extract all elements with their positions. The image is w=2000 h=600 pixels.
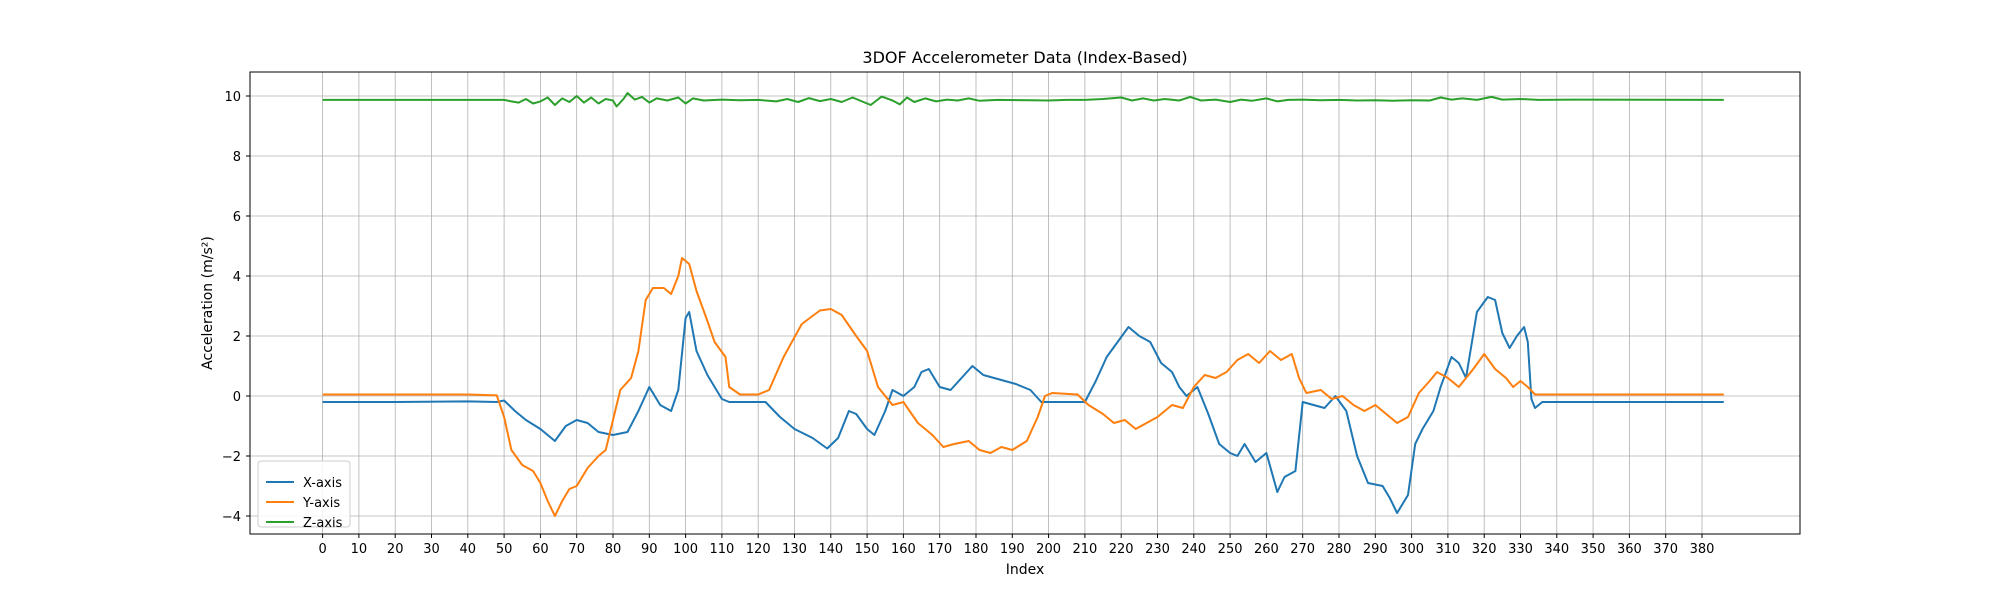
x-tick-label: 120 bbox=[746, 542, 771, 557]
x-tick-label: 220 bbox=[1109, 542, 1134, 557]
y-tick-label: 0 bbox=[233, 390, 241, 405]
x-tick-label: 70 bbox=[568, 542, 585, 557]
x-tick-label: 260 bbox=[1254, 542, 1279, 557]
x-tick-label: 320 bbox=[1472, 542, 1497, 557]
x-tick-label: 150 bbox=[855, 542, 880, 557]
x-tick-label: 270 bbox=[1290, 542, 1315, 557]
x-tick-label: 310 bbox=[1435, 542, 1460, 557]
x-axis-label: Index bbox=[1006, 562, 1045, 578]
x-tick-label: 130 bbox=[782, 542, 807, 557]
x-tick-label: 170 bbox=[927, 542, 952, 557]
legend-label: Z-axis bbox=[303, 516, 343, 531]
x-tick-label: 60 bbox=[532, 542, 549, 557]
legend-label: Y-axis bbox=[302, 496, 340, 511]
x-tick-label: 90 bbox=[641, 542, 658, 557]
x-tick-label: 380 bbox=[1690, 542, 1715, 557]
series-lines bbox=[322, 92, 1724, 517]
x-tick-label: 300 bbox=[1399, 542, 1424, 557]
y-axis-label: Acceleration (m/s²) bbox=[200, 236, 216, 370]
y-tick-label: 8 bbox=[233, 150, 241, 165]
y-axis-ticks: −4 −2 0 2 4 6 8 10 bbox=[222, 90, 250, 525]
x-tick-label: 160 bbox=[891, 542, 916, 557]
x-tick-label: 50 bbox=[496, 542, 513, 557]
x-tick-label: 100 bbox=[673, 542, 698, 557]
legend-box bbox=[257, 460, 351, 528]
x-tick-label: 140 bbox=[818, 542, 843, 557]
y-tick-label: 2 bbox=[233, 330, 241, 345]
y-tick-label: 4 bbox=[233, 270, 241, 285]
x-tick-label: 180 bbox=[964, 542, 989, 557]
x-tick-label: 240 bbox=[1181, 542, 1206, 557]
x-tick-label: 370 bbox=[1653, 542, 1678, 557]
x-tick-label: 190 bbox=[1000, 542, 1025, 557]
grid-lines bbox=[250, 72, 1800, 534]
series-line-y-axis bbox=[322, 257, 1724, 517]
x-axis-ticks: 0 10 20 30 40 50 60 70 80 90 100 110 120 130 140 150 160… bbox=[318, 534, 1714, 557]
x-tick-label: 250 bbox=[1218, 542, 1243, 557]
x-tick-label: 330 bbox=[1508, 542, 1533, 557]
legend: X-axis Y-axis Z-axis bbox=[257, 460, 351, 531]
x-tick-label: 0 bbox=[318, 542, 326, 557]
x-tick-label: 80 bbox=[605, 542, 622, 557]
x-tick-label: 10 bbox=[351, 542, 368, 557]
x-tick-label: 30 bbox=[423, 542, 440, 557]
x-tick-label: 350 bbox=[1581, 542, 1606, 557]
series-line-z-axis bbox=[322, 92, 1724, 108]
x-tick-label: 20 bbox=[387, 542, 404, 557]
x-tick-label: 340 bbox=[1544, 542, 1569, 557]
x-tick-label: 360 bbox=[1617, 542, 1642, 557]
x-tick-label: 280 bbox=[1327, 542, 1352, 557]
x-tick-label: 210 bbox=[1072, 542, 1097, 557]
chart-title: 3DOF Accelerometer Data (Index-Based) bbox=[862, 48, 1187, 67]
legend-label: X-axis bbox=[303, 476, 342, 491]
y-tick-label: 6 bbox=[233, 210, 241, 225]
series-line-x-axis bbox=[322, 296, 1724, 514]
x-tick-label: 40 bbox=[460, 542, 477, 557]
plot-frame bbox=[249, 71, 1801, 535]
x-tick-label: 110 bbox=[709, 542, 734, 557]
x-tick-label: 230 bbox=[1145, 542, 1170, 557]
x-tick-label: 200 bbox=[1036, 542, 1061, 557]
y-tick-label: 10 bbox=[224, 90, 241, 105]
y-tick-label: −2 bbox=[222, 450, 241, 465]
x-tick-label: 290 bbox=[1363, 542, 1388, 557]
y-tick-label: −4 bbox=[222, 510, 241, 525]
